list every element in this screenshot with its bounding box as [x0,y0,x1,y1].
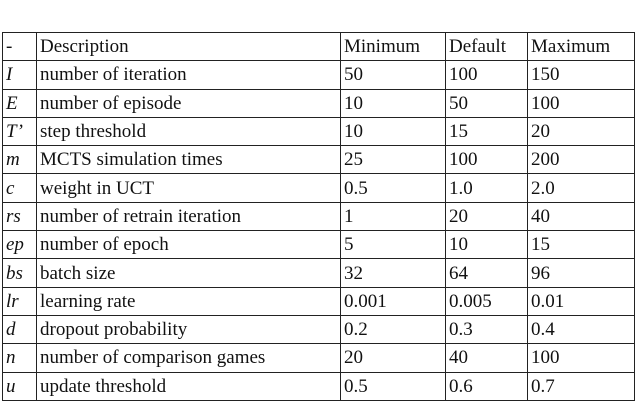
table-cell: 0.5 [340,371,446,401]
table-cell: 100 [445,145,528,175]
table-cell: learning rate [36,286,341,316]
table-cell: step threshold [36,116,341,147]
table-cell: number of iteration [36,60,341,90]
table-row: rs number of retrain iteration 1 20 40 [2,201,635,232]
symbol-cell: I [2,60,37,90]
symbol-cell: c [2,173,37,203]
table-cell: 10 [340,88,446,118]
table-cell: 96 [527,258,635,288]
symbol-cell: m [2,145,37,175]
table-cell: 64 [445,258,528,288]
symbol-cell: lr [2,286,37,316]
table-cell: update threshold [36,371,341,401]
symbol-cell: rs [2,201,37,232]
table-row: T’ step threshold 10 15 20 [2,116,635,147]
table-cell: 0.005 [445,286,528,316]
table-cell: 20 [340,343,446,373]
table-row: n number of comparison games 20 40 100 [2,343,635,373]
table-cell: 15 [527,230,635,260]
table-cell: dropout probability [36,314,341,345]
symbol-cell: ep [2,230,37,260]
table-cell: 20 [445,201,528,232]
table-cell: 1 [340,201,446,232]
table-cell: number of comparison games [36,343,341,373]
table-cell: 10 [340,116,446,147]
table-cell: 32 [340,258,446,288]
table-cell: 0.001 [340,286,446,316]
table-cell: 1.0 [445,173,528,203]
symbol-cell: d [2,314,37,345]
table-cell: number of episode [36,88,341,118]
table-cell: 50 [445,88,528,118]
table-cell: 0.4 [527,314,635,345]
table-row: u update threshold 0.5 0.6 0.7 [2,371,635,401]
symbol-cell: n [2,343,37,373]
table-cell: 100 [527,88,635,118]
table-cell: weight in UCT [36,173,341,203]
symbol-cell: u [2,371,37,401]
table-cell: 2.0 [527,173,635,203]
table-cell: 100 [527,343,635,373]
table-cell: 40 [527,201,635,232]
table-cell: 0.5 [340,173,446,203]
table-row: m MCTS simulation times 25 100 200 [2,145,635,175]
table-row: bs batch size 32 64 96 [2,258,635,288]
header-cell: Description [36,31,341,62]
header-cell: Default [445,31,528,62]
table-cell: 0.01 [527,286,635,316]
table-cell: 25 [340,145,446,175]
table-cell: batch size [36,258,341,288]
header-cell: Minimum [340,31,446,62]
table-cell: 40 [445,343,528,373]
table-cell: 0.6 [445,371,528,401]
symbol-cell: bs [2,258,37,288]
table-cell: MCTS simulation times [36,145,341,175]
header-cell: Maximum [527,31,635,62]
table-cell: 10 [445,230,528,260]
table-cell: 0.2 [340,314,446,345]
header-row: - Description Minimum Default Maximum [2,31,635,62]
table-cell: 20 [527,116,635,147]
table-cell: 50 [340,60,446,90]
table-cell: 200 [527,145,635,175]
table-row: c weight in UCT 0.5 1.0 2.0 [2,173,635,203]
table-cell: 0.7 [527,371,635,401]
table-cell: 150 [527,60,635,90]
table-cell: 0.3 [445,314,528,345]
table-row: ep number of epoch 5 10 15 [2,230,635,260]
table-cell: 100 [445,60,528,90]
table-cell: number of epoch [36,230,341,260]
symbol-cell: E [2,88,37,118]
header-cell: - [2,31,37,62]
table-cell: 15 [445,116,528,147]
symbol-cell: T’ [2,116,37,147]
table-row: d dropout probability 0.2 0.3 0.4 [2,314,635,345]
table-row: lr learning rate 0.001 0.005 0.01 [2,286,635,316]
table-cell: 5 [340,230,446,260]
table-cell: number of retrain iteration [36,201,341,232]
